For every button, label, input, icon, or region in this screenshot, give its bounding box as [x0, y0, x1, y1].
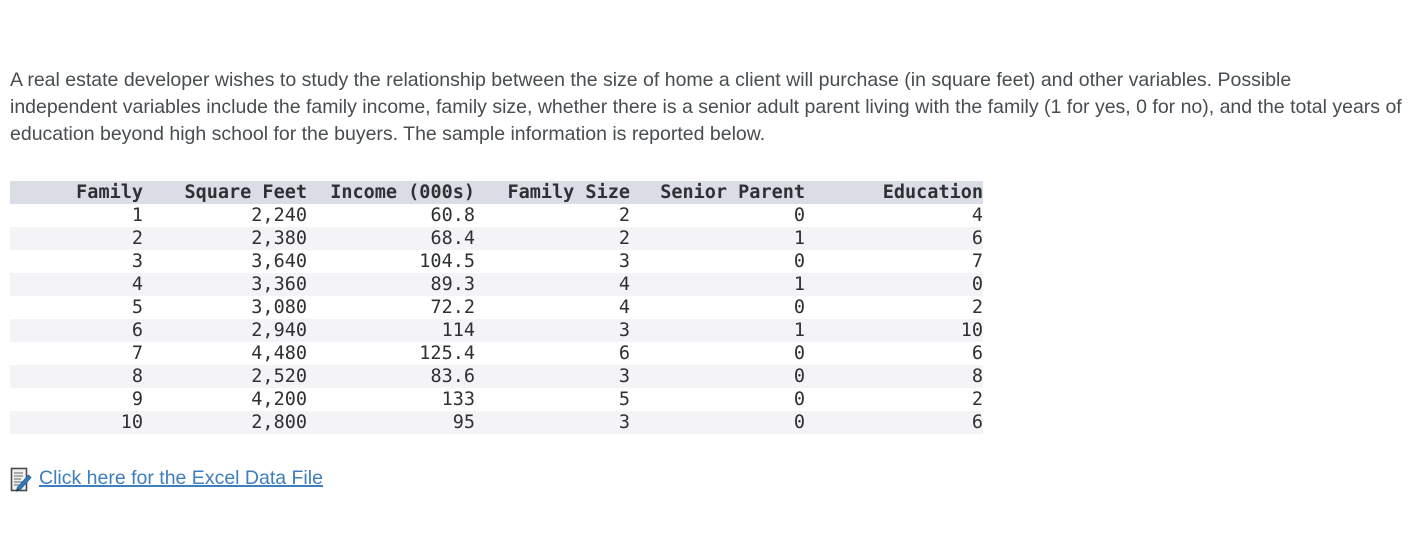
table-cell: 4: [971, 205, 983, 226]
table-cell: 10: [960, 320, 983, 341]
table-cell: 83.6: [430, 366, 475, 387]
table-cell: 0: [793, 343, 805, 364]
table-cell: 95: [452, 412, 475, 433]
excel-file-icon: [10, 467, 33, 494]
excel-link-row: Click here for the Excel Data File: [10, 465, 1405, 500]
table-cell: 125.4: [419, 343, 475, 364]
table-cell: 4,480: [251, 343, 307, 364]
table-cell: 2: [971, 297, 983, 318]
table-cell: 6: [971, 412, 983, 433]
table-cell: 3,080: [251, 297, 307, 318]
table-cell: 3: [131, 251, 143, 272]
question-text: A real estate developer wishes to study …: [10, 69, 1402, 145]
table-row: 1 2,240 60.8 2 0 4: [10, 204, 983, 227]
table-cell: 4: [618, 274, 630, 295]
table-cell: 8: [131, 366, 143, 387]
table-cell: 133: [441, 389, 475, 410]
table-row: 8 2,520 83.6 3 0 8: [10, 365, 983, 388]
table-row: 9 4,200 133 5 0 2: [10, 388, 983, 411]
table-cell: 2,940: [251, 320, 307, 341]
table-cell: 7: [131, 343, 143, 364]
table-cell: 104.5: [419, 251, 475, 272]
table-cell: 60.8: [430, 205, 475, 226]
sample-data-table: Family Square Feet Income (000s) Family …: [10, 181, 983, 434]
table-row: 7 4,480 125.4 6 0 6: [10, 342, 983, 365]
table-cell: 3: [618, 320, 630, 341]
table-cell: 2,520: [251, 366, 307, 387]
table-row: 4 3,360 89.3 4 1 0: [10, 273, 983, 296]
table-cell: 8: [971, 366, 983, 387]
column-header-income: Income (000s): [330, 182, 475, 203]
table-row: 10 2,800 95 3 0 6: [10, 411, 983, 434]
table-cell: 2: [131, 228, 143, 249]
table-cell: 9: [131, 389, 143, 410]
table-cell: 10: [120, 412, 143, 433]
table-cell: 2: [971, 389, 983, 410]
table-cell: 5: [131, 297, 143, 318]
table-cell: 0: [793, 412, 805, 433]
table-cell: 2: [618, 228, 630, 249]
table-cell: 1: [793, 274, 805, 295]
table-cell: 3: [618, 366, 630, 387]
table-cell: 3: [618, 251, 630, 272]
table-cell: 89.3: [430, 274, 475, 295]
table-cell: 0: [793, 205, 805, 226]
table-cell: 1: [793, 228, 805, 249]
table-cell: 6: [971, 343, 983, 364]
column-header-senior-parent: Senior Parent: [660, 182, 805, 203]
table-cell: 2,240: [251, 205, 307, 226]
table-cell: 2: [618, 205, 630, 226]
table-header-row: Family Square Feet Income (000s) Family …: [10, 181, 983, 204]
table-cell: 6: [618, 343, 630, 364]
column-header-family-size: Family Size: [507, 182, 630, 203]
table-cell: 4: [618, 297, 630, 318]
column-header-education: Education: [882, 182, 983, 203]
table-row: 6 2,940 114 3 1 10: [10, 319, 983, 342]
excel-data-file-link[interactable]: Click here for the Excel Data File: [10, 465, 323, 492]
table-cell: 3,360: [251, 274, 307, 295]
column-header-family: Family: [76, 182, 143, 203]
table-cell: 4,200: [251, 389, 307, 410]
table-cell: 1: [793, 320, 805, 341]
column-header-square-feet: Square Feet: [184, 182, 307, 203]
table-row: 3 3,640 104.5 3 0 7: [10, 250, 983, 273]
table-cell: 4: [131, 274, 143, 295]
table-cell: 1: [131, 205, 143, 226]
table-cell: 0: [971, 274, 983, 295]
table-cell: 6: [131, 320, 143, 341]
table-cell: 3: [618, 412, 630, 433]
table-row: 2 2,380 68.4 2 1 6: [10, 227, 983, 250]
table-cell: 2,380: [251, 228, 307, 249]
table-cell: 0: [793, 297, 805, 318]
table-cell: 68.4: [430, 228, 475, 249]
table-cell: 0: [793, 389, 805, 410]
excel-link-label: Click here for the Excel Data File: [39, 467, 323, 489]
table-cell: 0: [793, 251, 805, 272]
table-cell: 72.2: [430, 297, 475, 318]
table-row: 5 3,080 72.2 4 0 2: [10, 296, 983, 319]
table-cell: 7: [971, 251, 983, 272]
table-cell: 2,800: [251, 412, 307, 433]
table-cell: 0: [793, 366, 805, 387]
table-cell: 6: [971, 228, 983, 249]
table-cell: 3,640: [251, 251, 307, 272]
table-cell: 5: [618, 389, 630, 410]
table-cell: 114: [441, 320, 475, 341]
